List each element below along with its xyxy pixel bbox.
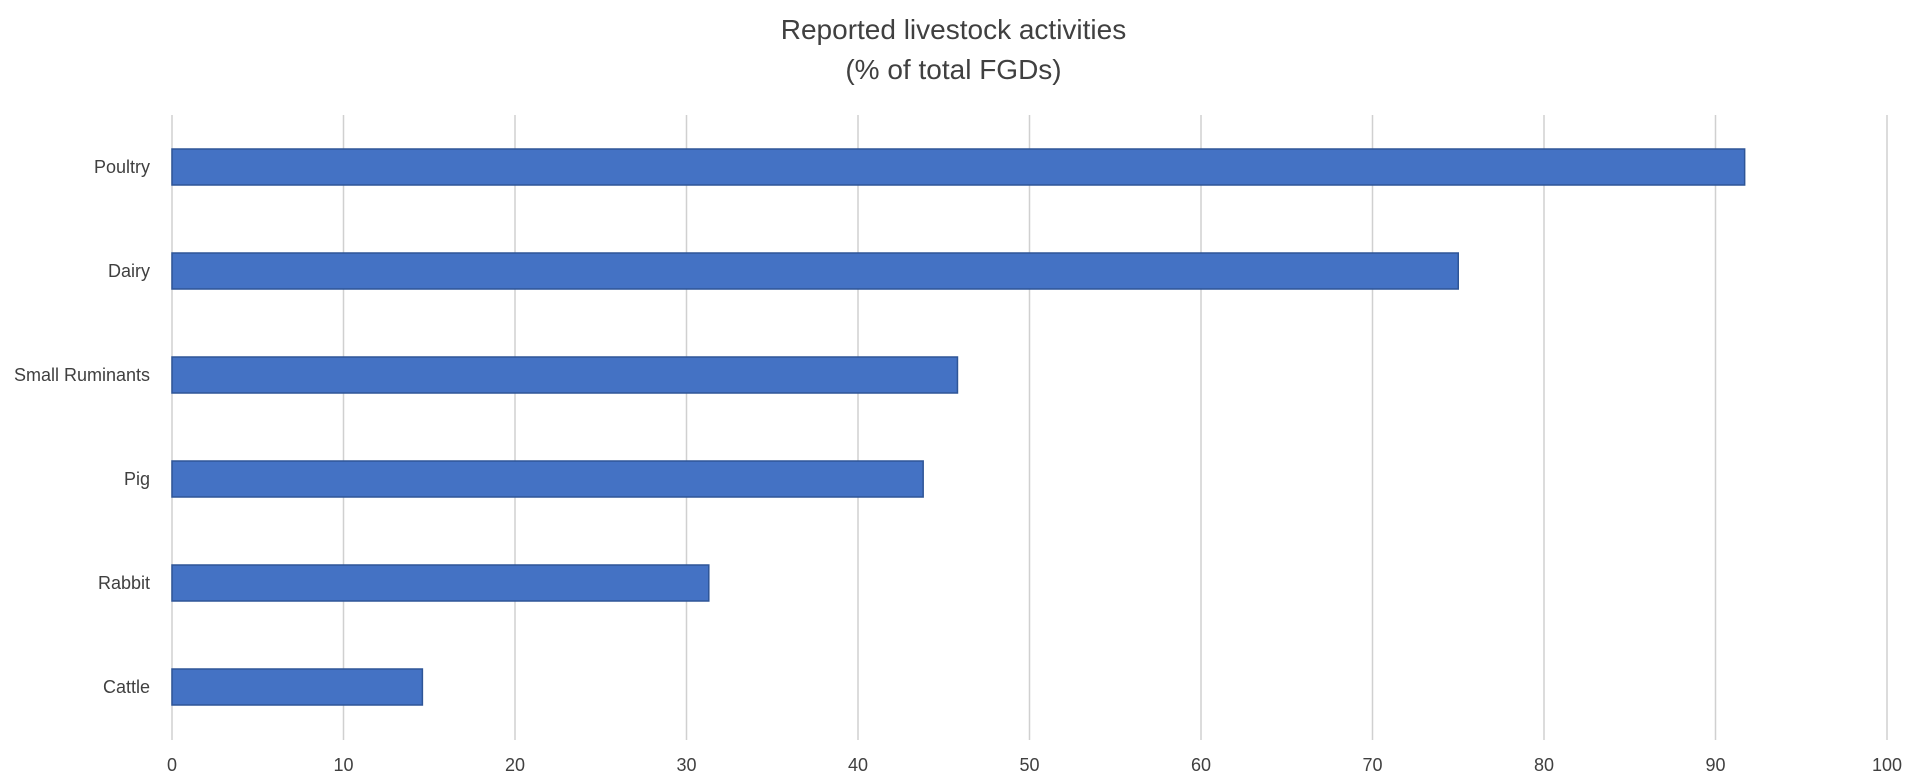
x-tick-label: 0 [167, 755, 177, 775]
bar-small-ruminants [171, 356, 959, 394]
chart-title: Reported livestock activities [780, 14, 1127, 45]
x-tick-label: 30 [676, 755, 696, 775]
category-label: Cattle [103, 677, 150, 697]
category-label: Poultry [94, 157, 150, 177]
x-tick-label: 10 [333, 755, 353, 775]
x-tick-label: 90 [1705, 755, 1725, 775]
bars [171, 148, 1746, 706]
x-tick-label: 100 [1872, 755, 1902, 775]
bar-rabbit [171, 564, 710, 602]
x-tick-label: 40 [848, 755, 868, 775]
x-tick-label: 80 [1534, 755, 1554, 775]
bar-dairy [171, 252, 1459, 290]
bar-pig [171, 460, 924, 498]
x-tick-label: 60 [1191, 755, 1211, 775]
category-label: Rabbit [98, 573, 150, 593]
x-tick-label: 20 [505, 755, 525, 775]
gridlines [171, 115, 1888, 740]
bar-cattle [171, 668, 424, 706]
x-tick-label: 50 [1019, 755, 1039, 775]
category-label: Pig [124, 469, 150, 489]
x-tick-labels: 0 10 20 30 40 50 60 70 80 90 100 [167, 755, 1902, 775]
category-label: Small Ruminants [14, 365, 150, 385]
category-label: Dairy [108, 261, 150, 281]
category-labels: Poultry Dairy Small Ruminants Pig Rabbit Catt… [14, 157, 150, 697]
chart-subtitle: (% of total FGDs) [845, 54, 1062, 85]
x-tick-label: 70 [1362, 755, 1382, 775]
bar-poultry [171, 148, 1746, 186]
